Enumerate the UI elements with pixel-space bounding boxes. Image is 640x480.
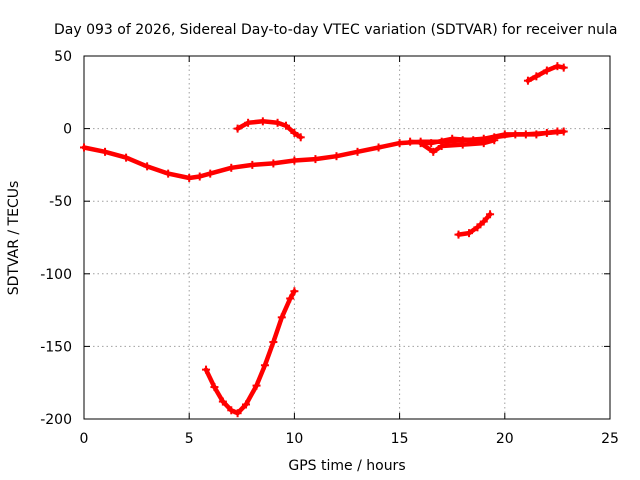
data-point [242, 400, 251, 409]
data-point [479, 217, 488, 226]
data-point [227, 406, 236, 415]
data-point [269, 338, 278, 347]
data-point [427, 139, 436, 148]
data-point [252, 381, 261, 390]
data-point [258, 117, 267, 126]
data-point [448, 134, 457, 143]
y-tick-label: -100 [40, 267, 72, 283]
y-axis-label: SDTVAR / TECUs [6, 181, 22, 296]
series-top-right-arc [523, 62, 568, 85]
series-upper-arc [233, 117, 305, 142]
data-point [233, 124, 242, 133]
data-point [429, 147, 438, 156]
data-point [290, 287, 299, 296]
data-point [374, 143, 383, 152]
chart-title: Day 093 of 2026, Sidereal Day-to-day VTE… [54, 22, 617, 38]
data-point [143, 162, 152, 171]
y-tick-label: -200 [40, 412, 72, 428]
data-point [458, 140, 467, 149]
grid [84, 56, 610, 419]
data-point [296, 133, 305, 142]
data-point [218, 397, 227, 406]
y-tick-label: -50 [49, 194, 72, 210]
x-tick-label: 25 [601, 431, 619, 447]
data-point [490, 136, 499, 145]
data-point [332, 152, 341, 161]
data-point [164, 169, 173, 178]
data-point [248, 160, 257, 169]
data-point [406, 137, 415, 146]
series-main-track-upper-branch [406, 127, 562, 148]
data-point [473, 223, 482, 232]
data-point [101, 147, 110, 156]
plot-frame [83, 55, 611, 420]
data-point [233, 409, 242, 418]
series-line [456, 212, 493, 237]
data-point [260, 361, 269, 370]
data-point [395, 139, 404, 148]
data-point [185, 173, 194, 182]
y-tick-label: 0 [63, 122, 72, 138]
x-tick-label: 10 [285, 431, 303, 447]
data-point [523, 76, 532, 85]
data-point [311, 155, 320, 164]
y-tick-label: -150 [40, 339, 72, 355]
data-point [454, 230, 463, 239]
series-line [203, 288, 297, 416]
data-point [553, 127, 562, 136]
y-tick-label: 50 [54, 49, 72, 65]
series-deep-dip [202, 287, 299, 418]
axis-ticks: 0 5 10 15 20 25 -200 -150 -100 -50 0 50 [40, 49, 619, 447]
data-point [353, 147, 362, 156]
data-point [80, 143, 88, 152]
data-point [532, 72, 541, 81]
x-tick-label: 15 [391, 431, 409, 447]
data-point [273, 118, 282, 127]
data-point [122, 153, 131, 162]
data-point [290, 128, 299, 137]
data-point [202, 365, 211, 374]
x-tick-label: 20 [496, 431, 514, 447]
data-point [486, 210, 495, 219]
data-point [559, 63, 568, 72]
data-point [286, 294, 295, 303]
data-point [281, 121, 290, 130]
series-mid-dip [454, 210, 495, 239]
data-point [269, 159, 278, 168]
x-tick-label: 0 [80, 431, 89, 447]
series-dip-track [416, 136, 499, 156]
data-point [532, 130, 541, 139]
data-series [80, 62, 568, 418]
data-point [244, 118, 253, 127]
data-point [416, 139, 425, 148]
data-point [465, 229, 474, 238]
data-point [542, 66, 551, 75]
data-point [227, 163, 236, 172]
data-point [553, 62, 562, 71]
x-axis-label: GPS time / hours [288, 458, 405, 474]
data-point [210, 383, 219, 392]
data-point [290, 156, 299, 165]
data-point [479, 139, 488, 148]
data-point [277, 313, 286, 322]
data-point [195, 172, 204, 181]
data-point [206, 169, 215, 178]
x-tick-label: 5 [185, 431, 194, 447]
data-point [511, 130, 520, 139]
data-point [437, 142, 446, 151]
